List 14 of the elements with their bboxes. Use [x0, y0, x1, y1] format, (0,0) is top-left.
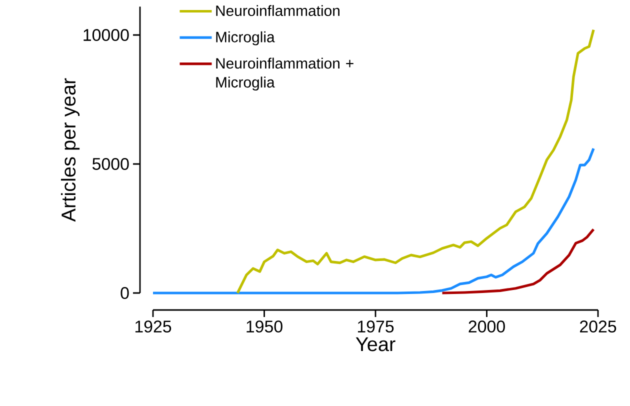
x-tick-label: 1925: [135, 320, 172, 333]
x-tick-label: 1950: [246, 320, 282, 333]
legend-label: Microglia: [216, 31, 275, 46]
y-axis-title: Articles per year: [60, 78, 80, 222]
legend-label: Neuroinflammation: [216, 5, 340, 16]
legend-label: Neuroinflammation + Microglia: [216, 58, 354, 91]
y-tick-label: 10000: [84, 29, 129, 41]
y-tick-label: 5000: [92, 158, 129, 170]
y-tick-label: 0: [120, 287, 129, 299]
x-tick-label: 2000: [468, 320, 505, 333]
x-tick-label: 1975: [358, 320, 394, 333]
x-axis-title: Year: [356, 337, 396, 352]
x-tick-label: 2025: [580, 320, 616, 333]
line-series: [440, 228, 595, 294]
